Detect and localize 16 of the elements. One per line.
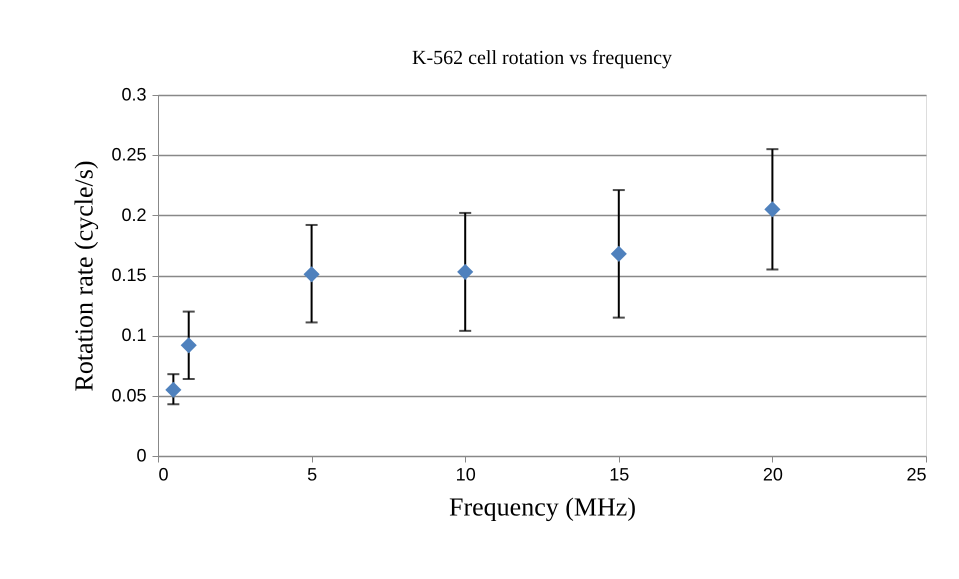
x-tick-label: 25 [906, 464, 926, 484]
y-tick-label: 0 [136, 446, 146, 466]
x-tick-label: 10 [456, 464, 476, 484]
y-tick-label: 0.1 [121, 325, 146, 346]
y-tick-label: 0.3 [121, 84, 146, 104]
y-tick-label: 0.25 [111, 144, 146, 165]
y-axis-title: Rotation rate (cycle/s) [69, 160, 98, 392]
x-tick-label: 5 [307, 464, 318, 484]
x-tick-label: 20 [762, 464, 783, 484]
chart-title: K-562 cell rotation vs frequency [412, 47, 672, 69]
y-tick-label: 0.05 [111, 385, 146, 406]
x-tick-label: 15 [609, 464, 630, 484]
x-axis-title: Frequency (MHz) [449, 492, 636, 522]
x-tick-label: 0 [158, 464, 169, 484]
y-tick-label: 0.2 [121, 204, 146, 225]
y-tick-label: 0.15 [111, 265, 146, 285]
